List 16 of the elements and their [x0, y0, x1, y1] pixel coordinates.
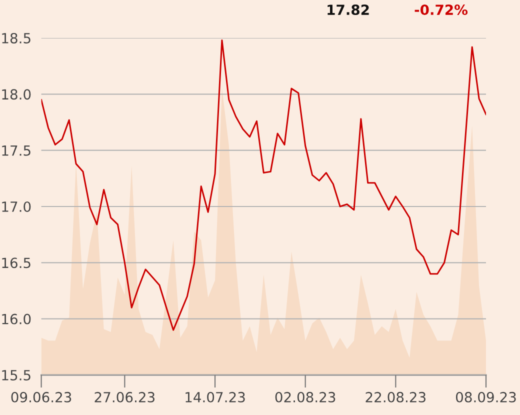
text: 17.82 [328, 4, 369, 16]
y-tick-label: 15.5 [2, 370, 30, 380]
x-tick-label: 02.08.23 [275, 392, 336, 402]
text: -0.72% [414, 4, 468, 16]
y-tick-label: 17.5 [2, 145, 30, 156]
x-tick-label: 27.06.23 [94, 392, 154, 402]
line-series [41, 39, 486, 331]
x-tick-label: 08.09.23 [456, 392, 516, 402]
x-tick-label: 14.07.23 [186, 392, 245, 402]
y-tick-label: 18.5 [2, 32, 30, 44]
x-tick-label: 09.06.23 [11, 392, 72, 402]
y-tick-label: 16.5 [2, 258, 30, 268]
x-tick-label: 22.08.23 [366, 392, 426, 402]
y-tick-label: 18.0 [2, 89, 31, 100]
y-tick-label: 17.0 [2, 201, 31, 212]
y-tick-label: 16.0 [2, 314, 31, 324]
